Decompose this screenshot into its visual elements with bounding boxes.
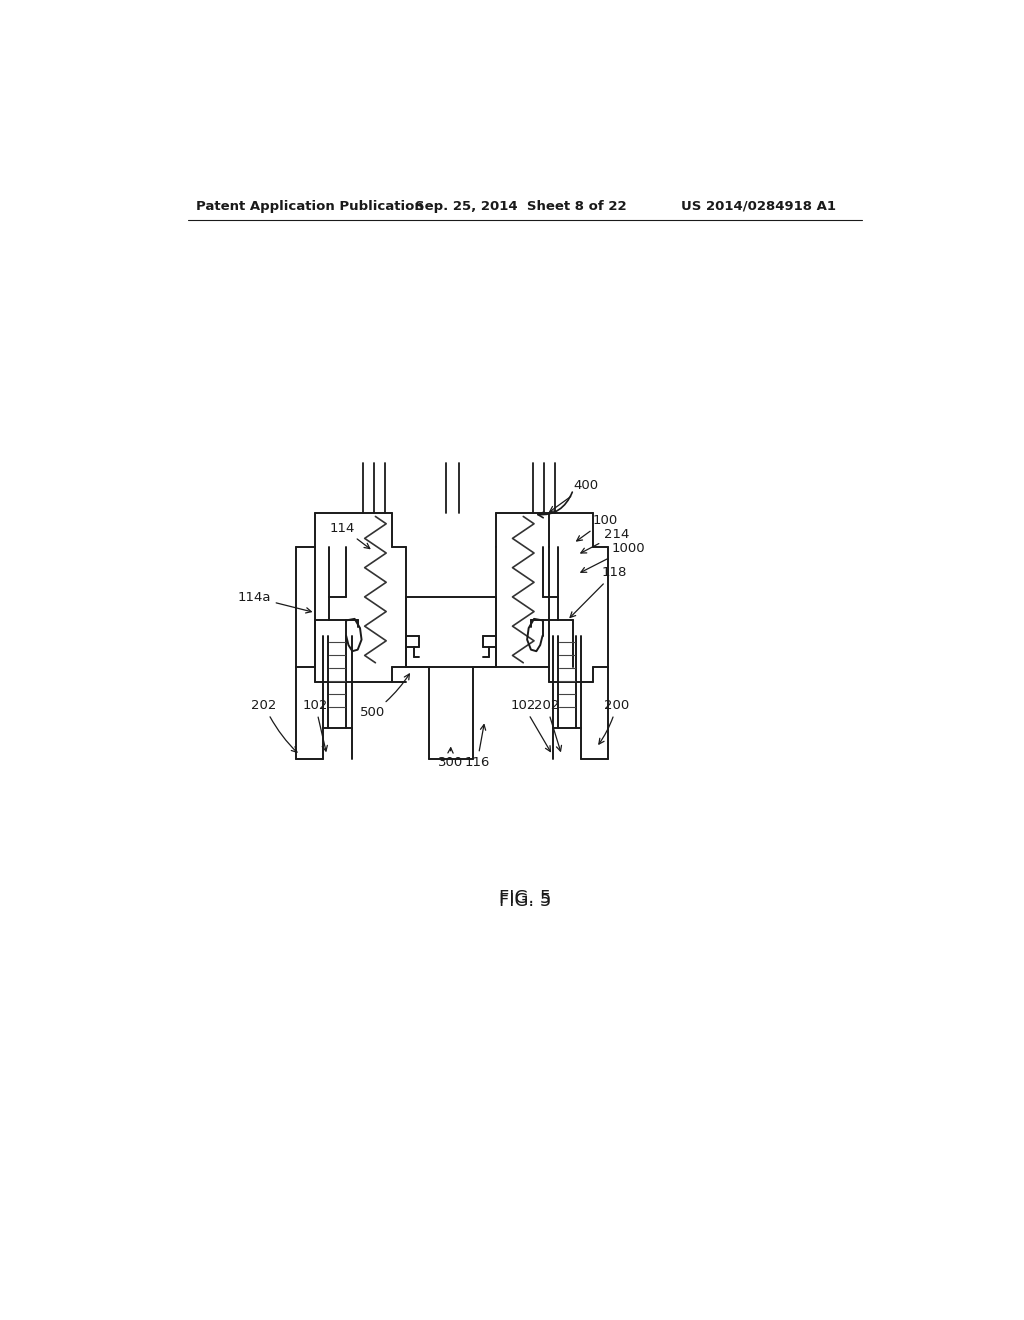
Text: Patent Application Publication: Patent Application Publication [196,199,424,213]
Text: 202: 202 [534,698,561,751]
Text: 102: 102 [303,698,328,751]
Text: 116: 116 [464,725,489,770]
Text: 1000: 1000 [581,541,645,573]
Text: 114: 114 [330,521,370,549]
Text: 114a: 114a [238,591,311,612]
Text: 100: 100 [577,513,617,541]
Text: 400: 400 [550,479,598,512]
Text: 118: 118 [570,566,627,618]
Text: 500: 500 [359,675,410,719]
Text: 102: 102 [511,698,551,751]
Text: Sep. 25, 2014  Sheet 8 of 22: Sep. 25, 2014 Sheet 8 of 22 [416,199,627,213]
Text: 200: 200 [599,698,630,744]
Text: FIG. 5: FIG. 5 [499,888,551,907]
Text: 214: 214 [581,528,630,553]
Text: FIG. 5: FIG. 5 [499,892,551,911]
Text: US 2014/0284918 A1: US 2014/0284918 A1 [681,199,837,213]
Text: 300: 300 [437,747,463,770]
Text: 202: 202 [252,698,297,752]
